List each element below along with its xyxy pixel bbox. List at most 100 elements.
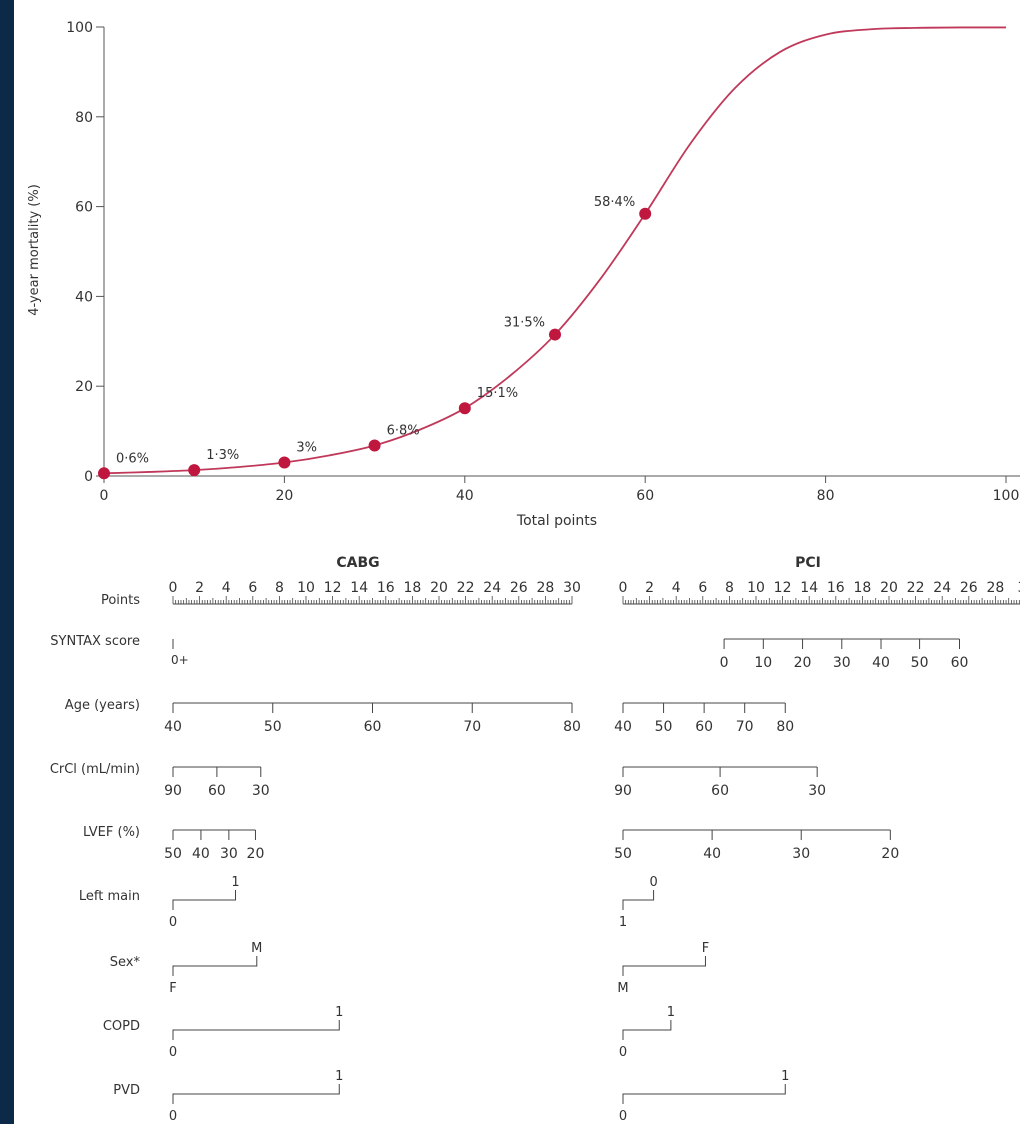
nomogram-row: 40 50 60 70 80 [164, 702, 581, 735]
scale-tick-label: 40 [192, 846, 210, 862]
points-tick-label: 24 [933, 580, 951, 596]
x-tick-label: 100 [993, 488, 1020, 504]
points-tick-label: 30 [563, 580, 581, 596]
data-point-label: 3% [296, 441, 317, 456]
scale-tick-label: 90 [164, 783, 182, 799]
x-tick-label: 80 [817, 488, 835, 504]
data-point-label: 1·3% [206, 448, 239, 463]
scale-tick-label: 70 [463, 719, 481, 735]
nomogram-row: 90 60 30 [164, 766, 270, 799]
mortality-curve-chart: 0 20 40 60 80 100 0 20 40 60 80 100 4-year mortali… [27, 20, 1020, 529]
binary-low-label: 0 [169, 915, 177, 930]
nomogram-row: 90 60 30 [614, 766, 826, 799]
scale-tick-label: 60 [364, 719, 382, 735]
data-point [98, 467, 110, 480]
mortality-curve [103, 26, 1007, 475]
data-point [368, 439, 381, 452]
panel-title-pci: PCI [795, 555, 821, 571]
scale-tick-label: 60 [711, 783, 729, 799]
points-tick-label: 12 [324, 580, 342, 596]
binary-low-label: F [169, 981, 176, 996]
y-axis: 0 20 40 60 80 100 [66, 20, 105, 485]
points-tick-label: 20 [880, 580, 898, 596]
binary-low-label: M [617, 981, 628, 996]
scale-tick-label: 50 [264, 719, 282, 735]
points-tick-label: 22 [907, 580, 925, 596]
points-tick-label: 28 [536, 580, 554, 596]
scale-tick-label: 40 [872, 655, 890, 671]
x-tick-label: 60 [636, 488, 654, 504]
points-tick-label: 16 [377, 580, 395, 596]
points-tick-label: 4 [672, 580, 681, 596]
data-point-label: 6·8% [387, 423, 420, 438]
binary-high-label: 0 [649, 875, 657, 890]
binary-low-label: 0 [169, 1045, 177, 1060]
pci-panel: 0246810121416182022242628301020304050604… [614, 580, 1020, 1124]
points-tick-label: 14 [350, 580, 368, 596]
y-axis-label: 4-year mortality (%) [27, 184, 42, 316]
scale-tick-label: 20 [794, 655, 812, 671]
points-tick-label: 6 [698, 580, 707, 596]
points-layer: 0·6% 1·3% 3% 6·8% 15·1% 31·5% 58·4% [98, 195, 652, 480]
row-label: LVEF (%) [83, 825, 140, 840]
curve-layer [103, 26, 1007, 475]
scale-tick-label: 0 [720, 655, 729, 671]
nomogram-row: 01 [169, 1069, 344, 1124]
points-tick-label: 2 [195, 580, 204, 596]
points-tick-label: 18 [853, 580, 871, 596]
points-tick-label: 26 [960, 580, 978, 596]
data-point [188, 464, 201, 477]
binary-high-label: F [702, 941, 709, 956]
points-tick-label: 8 [275, 580, 284, 596]
points-tick-label: 20 [430, 580, 448, 596]
binary-low-label: 0 [619, 1045, 627, 1060]
points-tick-label: 0 [619, 580, 628, 596]
nomogram-row: MF [617, 941, 709, 996]
row-label: Age (years) [65, 698, 140, 713]
scale-tick-label: 10 [754, 655, 772, 671]
scale-tick-label: 20 [881, 846, 899, 862]
data-point-label: 0·6% [116, 451, 149, 466]
scale-tick-label: 90 [614, 783, 632, 799]
nomogram-row: 50 40 30 20 [614, 829, 899, 862]
nomogram: CABG PCI Points SYNTAX score Age (years) Cr… [50, 555, 1020, 1124]
row-label: Left main [79, 889, 140, 904]
binary-high-label: 1 [231, 875, 239, 890]
row-label: COPD [103, 1019, 140, 1034]
data-point-label: 31·5% [504, 316, 545, 331]
scale-tick-label: 30 [792, 846, 810, 862]
figure-panel [14, 0, 1020, 1124]
nomogram-row: 0 10 20 30 40 50 60 [720, 638, 969, 671]
y-tick-label: 60 [75, 200, 93, 216]
binary-high-label: 1 [335, 1069, 343, 1084]
binary-low-label: 1 [619, 915, 627, 930]
scale-tick-label: 30 [252, 783, 270, 799]
row-label: SYNTAX score [50, 634, 140, 649]
scale-tick-label: 50 [655, 719, 673, 735]
row-label: CrCl (mL/min) [50, 762, 140, 777]
binary-connector [172, 956, 258, 976]
scale-tick-label: 30 [833, 655, 851, 671]
data-point-label: 58·4% [594, 195, 635, 210]
binary-connector [172, 1020, 340, 1040]
nomogram-row: 40 50 60 70 80 [614, 702, 794, 735]
scale-tick-label: 50 [911, 655, 929, 671]
scale-tick-label: 60 [208, 783, 226, 799]
points-tick-label: 2 [645, 580, 654, 596]
points-tick-label: 24 [483, 580, 501, 596]
points-tick-label: 16 [827, 580, 845, 596]
scale-tick-label: 70 [736, 719, 754, 735]
scale-tick-label: 30 [220, 846, 238, 862]
x-tick-label: 0 [100, 488, 109, 504]
nomogram-row: 10 [619, 875, 658, 930]
points-tick-label: 3 [1018, 580, 1020, 596]
points-tick-label: 14 [800, 580, 818, 596]
scale-tick-label: 0+ [171, 653, 189, 667]
points-tick-label: 18 [403, 580, 421, 596]
x-axis: 0 20 40 60 80 100 [100, 475, 1020, 504]
points-tick-label: 10 [747, 580, 765, 596]
binary-high-label: 1 [667, 1005, 675, 1020]
points-tick-label: 6 [248, 580, 257, 596]
scale-tick-label: 60 [951, 655, 969, 671]
